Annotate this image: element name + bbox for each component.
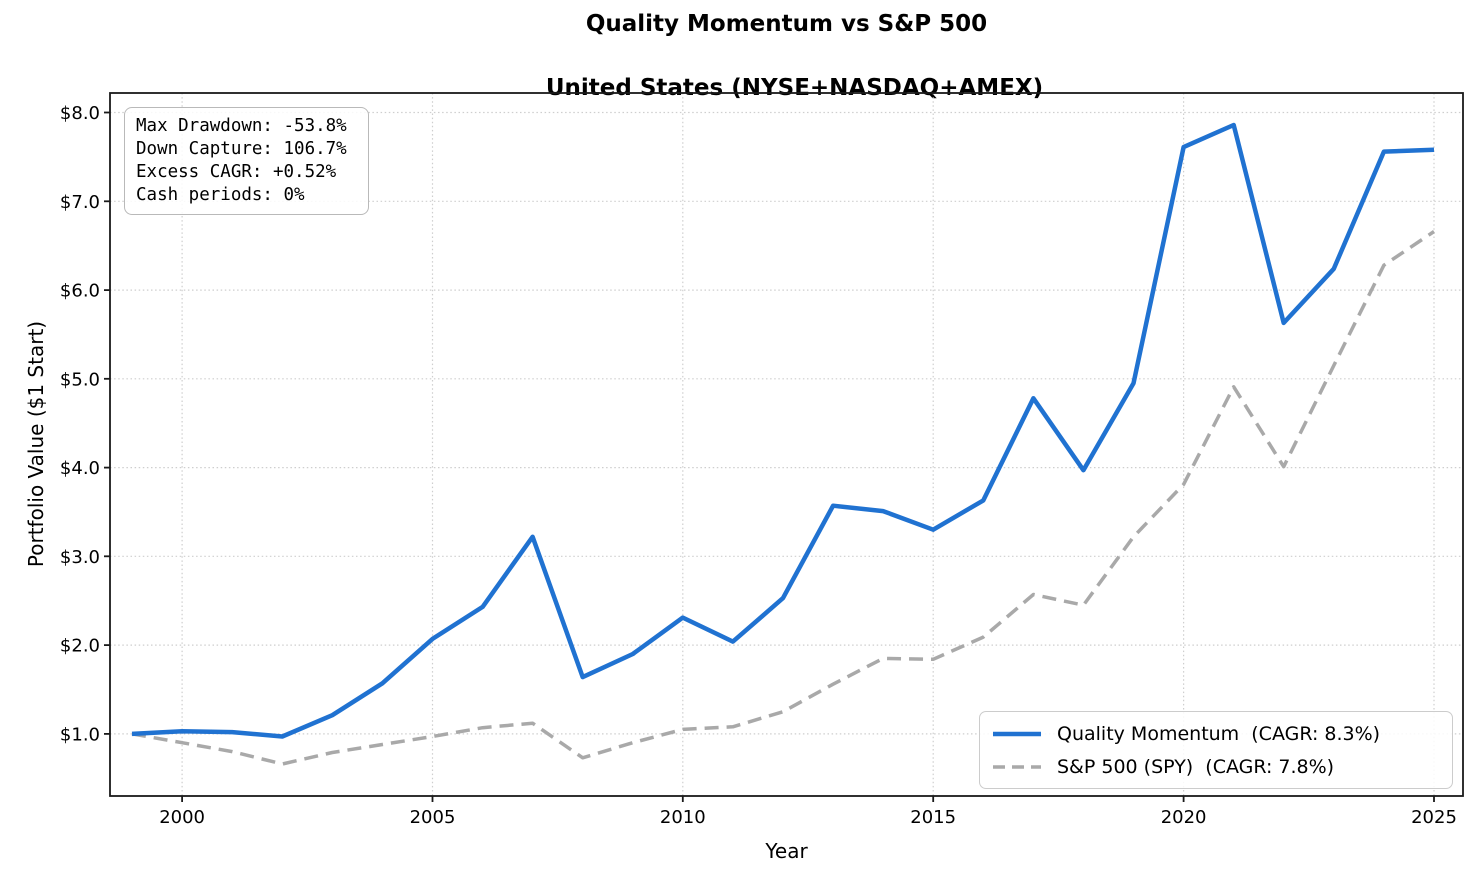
x-tick-label: 2000 xyxy=(159,807,205,828)
stat-cash-periods: Cash periods: 0% xyxy=(136,185,305,205)
y-axis-label: Portfolio Value ($1 Start) xyxy=(24,320,48,568)
x-tick-label: 2010 xyxy=(660,807,706,828)
y-tick-label: $7.0 xyxy=(60,192,100,213)
y-tick-label: $4.0 xyxy=(60,458,100,479)
legend-row-quality-momentum: Quality Momentum (CAGR: 8.3%) xyxy=(992,717,1440,750)
x-tick-label: 2020 xyxy=(1161,807,1207,828)
y-tick-label: $8.0 xyxy=(60,103,100,124)
legend-sample-sp500-line xyxy=(993,764,1041,769)
chart-title-line2: United States (NYSE+NASDAQ+AMEX) xyxy=(545,75,1044,101)
x-tick-label: 2025 xyxy=(1411,807,1457,828)
legend-row-sp500: S&P 500 (SPY) (CAGR: 7.8%) xyxy=(992,750,1440,783)
x-tick-label: 2005 xyxy=(410,807,456,828)
y-tick-label: $2.0 xyxy=(60,636,100,657)
quality-momentum-line xyxy=(131,122,1435,739)
y-tick-label: $3.0 xyxy=(60,547,100,568)
sp500-spy-line xyxy=(131,230,1435,766)
y-tick-label: $5.0 xyxy=(60,369,100,390)
chart-title: Quality Momentum vs S&P 500 United State… xyxy=(110,8,1463,104)
y-tick-label: $1.0 xyxy=(60,724,100,745)
legend-label-quality-momentum: Quality Momentum (CAGR: 8.3%) xyxy=(1057,722,1381,745)
chart-title-line1: Quality Momentum vs S&P 500 xyxy=(585,11,988,37)
stat-max-drawdown: Max Drawdown: -53.8% xyxy=(136,116,347,136)
legend-label-sp500: S&P 500 (SPY) (CAGR: 7.8%) xyxy=(1057,755,1335,778)
legend: Quality Momentum (CAGR: 8.3%) S&P 500 (S… xyxy=(979,711,1453,789)
stat-excess-cagr: Excess CAGR: +0.52% xyxy=(136,162,337,182)
legend-sample-quality-momentum-line xyxy=(993,731,1041,736)
x-axis-label: Year xyxy=(765,839,808,863)
y-tick-label: $6.0 xyxy=(60,281,100,302)
plot-frame xyxy=(109,92,1464,797)
x-tick-label: 2015 xyxy=(910,807,956,828)
stat-down-capture: Down Capture: 106.7% xyxy=(136,139,347,159)
stats-annotation-box: Max Drawdown: -53.8% Down Capture: 106.7… xyxy=(124,107,369,215)
